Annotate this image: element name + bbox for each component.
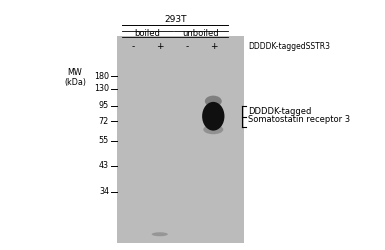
Ellipse shape [152, 232, 168, 236]
Ellipse shape [205, 96, 222, 107]
Text: 43: 43 [99, 161, 109, 170]
Ellipse shape [203, 125, 223, 134]
Text: +: + [156, 42, 164, 51]
Text: Somatostatin receptor 3: Somatostatin receptor 3 [248, 115, 350, 124]
Ellipse shape [202, 102, 224, 130]
Text: DDDDK-tagged: DDDDK-tagged [248, 107, 312, 116]
Text: -: - [185, 42, 188, 51]
Text: MW
(kDa): MW (kDa) [64, 68, 86, 87]
Text: 34: 34 [99, 188, 109, 196]
Text: 293T: 293T [164, 16, 187, 24]
Text: +: + [210, 42, 218, 51]
Text: 180: 180 [94, 72, 109, 81]
Text: 55: 55 [99, 136, 109, 145]
Text: DDDDK-taggedSSTR3: DDDDK-taggedSSTR3 [248, 42, 330, 51]
Text: 130: 130 [94, 84, 109, 93]
Text: 72: 72 [99, 117, 109, 126]
Text: unboiled: unboiled [182, 30, 219, 38]
Text: 95: 95 [99, 101, 109, 110]
Text: -: - [131, 42, 134, 51]
FancyBboxPatch shape [117, 36, 244, 242]
Text: boiled: boiled [134, 30, 161, 38]
